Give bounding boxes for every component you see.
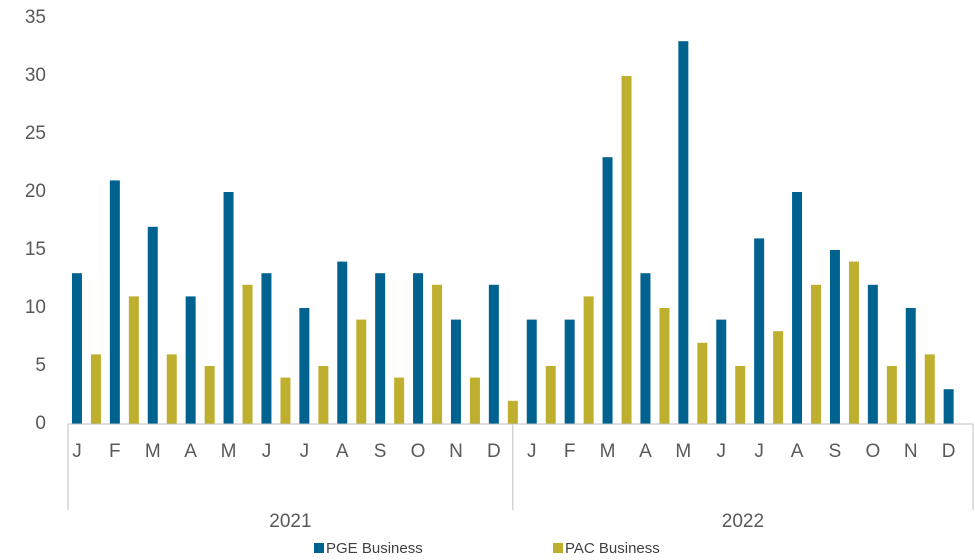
bar — [905, 308, 916, 424]
y-tick-label: 30 — [25, 65, 46, 86]
bar — [507, 400, 518, 424]
legend-label: PGE Business — [326, 540, 423, 557]
x-tick-label: M — [145, 441, 161, 462]
x-tick-label: J — [72, 441, 82, 462]
bar — [318, 366, 329, 424]
x-tick-label: F — [109, 441, 121, 462]
bar — [488, 284, 499, 424]
bar — [564, 319, 575, 424]
y-tick-label: 5 — [35, 355, 46, 376]
bar — [450, 319, 461, 424]
bar — [109, 180, 120, 424]
bar — [697, 342, 708, 424]
bar — [754, 238, 765, 424]
x-tick-label: J — [527, 441, 537, 462]
x-tick-label: A — [184, 441, 197, 462]
x-tick-label: O — [865, 441, 880, 462]
x-tick-label: S — [374, 441, 387, 462]
bar — [811, 284, 822, 424]
x-tick-label: O — [411, 441, 426, 462]
x-tick-label: D — [942, 441, 956, 462]
bar — [924, 354, 935, 424]
bar — [640, 273, 651, 424]
bar — [90, 354, 101, 424]
bar — [792, 192, 803, 424]
x-tick-label: A — [639, 441, 652, 462]
x-tick-label: A — [791, 441, 804, 462]
x-tick-label: J — [754, 441, 764, 462]
bar — [394, 377, 405, 424]
bar — [242, 284, 253, 424]
bar — [526, 319, 537, 424]
x-tick-label: A — [336, 441, 349, 462]
x-tick-label: J — [717, 441, 727, 462]
y-tick-label: 15 — [25, 239, 46, 260]
legend-swatch — [553, 543, 563, 553]
bar — [583, 296, 594, 424]
x-tick-label: S — [829, 441, 842, 462]
bar — [223, 192, 234, 424]
bar — [678, 41, 689, 424]
bar — [735, 366, 746, 424]
bar — [848, 261, 859, 424]
bar — [337, 261, 348, 424]
x-tick-label: M — [600, 441, 616, 462]
bar — [716, 319, 727, 424]
legend-swatch — [314, 543, 324, 553]
group-label: 2022 — [722, 511, 764, 532]
x-tick-label: M — [675, 441, 691, 462]
bar — [280, 377, 291, 424]
x-tick-label: N — [449, 441, 463, 462]
y-tick-label: 25 — [25, 123, 46, 144]
y-tick-label: 0 — [35, 413, 46, 434]
x-tick-label: F — [564, 441, 576, 462]
bar — [886, 366, 897, 424]
group-label: 2021 — [269, 511, 311, 532]
x-tick-label: J — [262, 441, 272, 462]
x-tick-label: N — [904, 441, 918, 462]
bar — [867, 284, 878, 424]
bar — [602, 157, 613, 424]
bar — [166, 354, 177, 424]
legend-label: PAC Business — [565, 540, 660, 557]
bar — [375, 273, 386, 424]
x-tick-label: D — [487, 441, 501, 462]
bar — [185, 296, 196, 424]
x-tick-label: J — [300, 441, 310, 462]
bar — [413, 273, 424, 424]
bar — [621, 76, 632, 424]
bar — [943, 389, 954, 424]
bar — [147, 226, 158, 424]
bar — [128, 296, 139, 424]
bar — [71, 273, 82, 424]
y-tick-label: 35 — [25, 7, 46, 28]
y-tick-label: 20 — [25, 181, 46, 202]
bar — [829, 250, 840, 424]
bar — [204, 366, 215, 424]
y-tick-label: 10 — [25, 297, 46, 318]
bar — [299, 308, 310, 424]
bar — [261, 273, 272, 424]
bar — [773, 331, 784, 424]
x-tick-label: M — [221, 441, 237, 462]
bar — [469, 377, 480, 424]
bar — [432, 284, 443, 424]
bar — [659, 308, 670, 424]
bar — [545, 366, 556, 424]
bar — [356, 319, 367, 424]
